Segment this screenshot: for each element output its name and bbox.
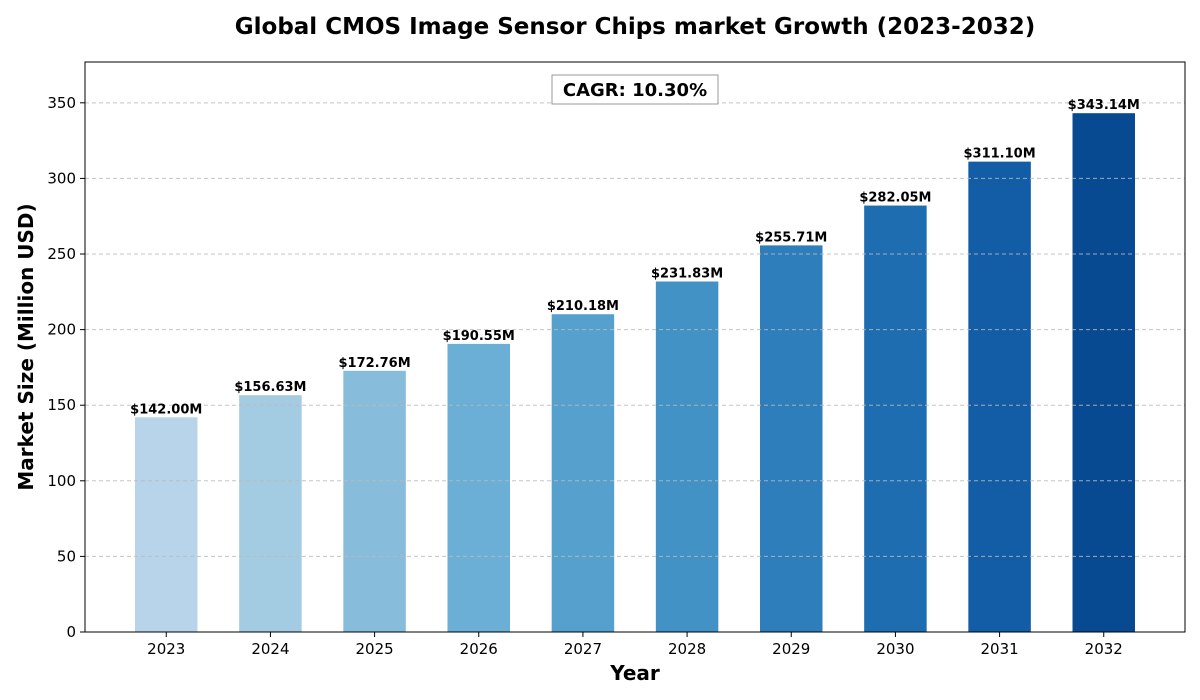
bar-2026 <box>447 343 510 632</box>
data-label: $142.00M <box>130 402 202 417</box>
bar-2027 <box>551 314 615 632</box>
x-tick-label: 2032 <box>1085 640 1123 658</box>
cagr-box <box>551 74 719 105</box>
bar-2032 <box>1072 113 1135 633</box>
x-tick-label: 2026 <box>460 640 498 658</box>
bar-2028 <box>655 281 719 632</box>
y-tick-label: 250 <box>47 245 76 263</box>
y-tick-label: 300 <box>47 169 76 187</box>
x-tick-label: 2029 <box>772 640 810 658</box>
x-tick-label: 2028 <box>668 640 706 658</box>
x-tick-label: 2023 <box>147 640 185 658</box>
data-label: $282.05M <box>859 191 931 206</box>
y-axis-label: Market Size (Million USD) <box>14 203 38 490</box>
data-label: $311.10M <box>964 147 1036 162</box>
data-label: $172.76M <box>339 356 411 371</box>
data-label: $231.83M <box>651 266 723 281</box>
bar-2023 <box>135 417 198 632</box>
plot-frame <box>84 61 1186 633</box>
data-label: $156.63M <box>234 380 306 395</box>
x-tick-label: 2024 <box>251 640 289 658</box>
y-tick-label: 150 <box>47 396 76 414</box>
x-axis-label: Year <box>609 661 660 685</box>
x-tick-label: 2025 <box>355 640 393 658</box>
data-label: $343.14M <box>1068 98 1140 113</box>
x-tick-label: 2027 <box>564 640 602 658</box>
x-tick-label: 2030 <box>876 640 914 658</box>
x-tick-label: 2031 <box>980 640 1018 658</box>
data-label: $190.55M <box>443 329 515 344</box>
chart-title: Global CMOS Image Sensor Chips market Gr… <box>235 14 1035 40</box>
bar-2024 <box>239 395 302 632</box>
y-tick-label: 200 <box>47 321 76 339</box>
bar-2029 <box>760 245 823 632</box>
y-tick-label: 50 <box>57 547 76 565</box>
bar-2025 <box>343 370 406 632</box>
bar-2031 <box>968 161 1031 633</box>
bar-2030 <box>864 205 927 632</box>
data-label: $210.18M <box>547 299 619 314</box>
y-tick-label: 0 <box>66 623 76 641</box>
y-tick-label: 350 <box>47 94 76 112</box>
y-tick-label: 100 <box>47 472 76 490</box>
data-label: $255.71M <box>755 230 827 245</box>
cagr-annotation: CAGR: 10.30% <box>563 80 707 101</box>
